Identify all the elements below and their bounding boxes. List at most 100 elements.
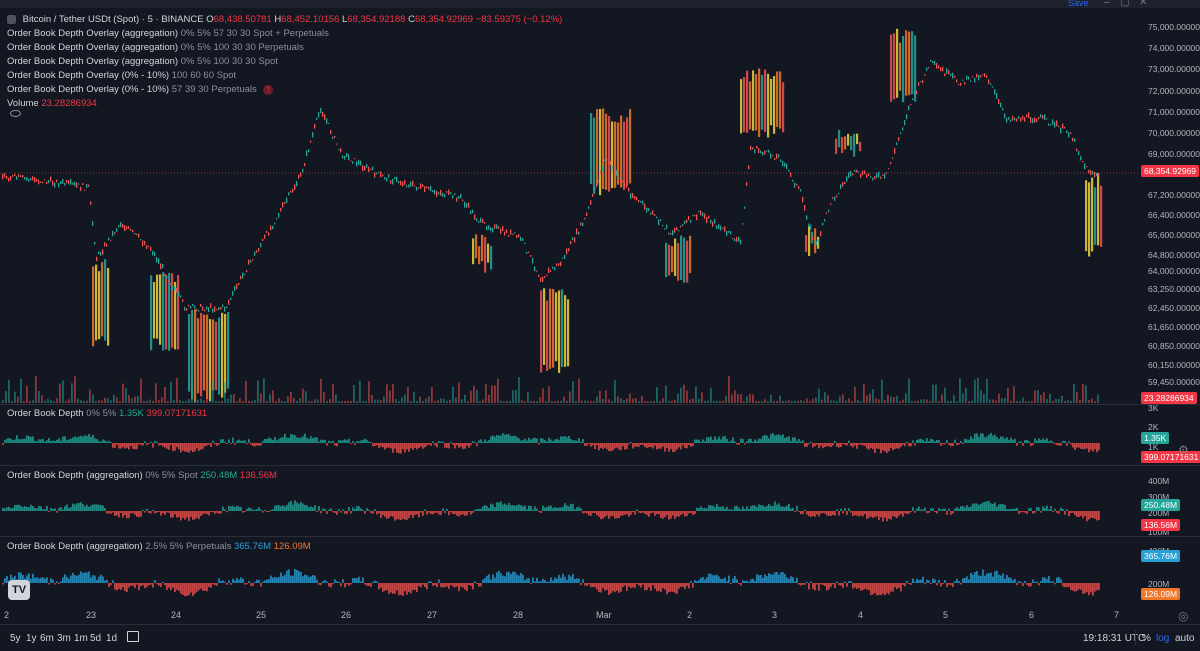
indicator-legend-3[interactable]: Order Book Depth Overlay (aggregation) 0… xyxy=(7,56,278,67)
pane2-depth-bar xyxy=(180,511,182,520)
percent-scale-toggle[interactable]: % xyxy=(1142,633,1151,644)
close-icon[interactable]: ✕ xyxy=(1139,0,1147,8)
pane3-depth-bar xyxy=(662,583,664,588)
candle xyxy=(736,237,737,242)
log-scale-toggle[interactable]: log xyxy=(1156,633,1169,644)
pane2-depth-bar xyxy=(724,509,726,511)
pane3-depth-bar xyxy=(762,578,764,583)
candle xyxy=(562,257,563,258)
pane3-depth-bar xyxy=(644,583,646,590)
range-1m[interactable]: 1m xyxy=(74,633,88,644)
pane-separator[interactable] xyxy=(0,536,1200,537)
warning-icon[interactable]: ! xyxy=(263,85,273,95)
indicator-legend-2[interactable]: Order Book Depth Overlay (aggregation) 0… xyxy=(7,42,304,53)
indicator-legend-4[interactable]: Order Book Depth Overlay (0% - 10%) 100 … xyxy=(7,70,236,81)
save-button[interactable]: Save xyxy=(1068,0,1089,8)
indicator-legend-5[interactable]: Order Book Depth Overlay (0% - 10%) 57 3… xyxy=(7,84,273,95)
range-6m[interactable]: 6m xyxy=(40,633,54,644)
pane3-depth-bar xyxy=(314,576,316,583)
indicator-legend-1[interactable]: Order Book Depth Overlay (aggregation) 0… xyxy=(7,28,329,39)
pane1-depth-bar xyxy=(1026,440,1028,443)
volume-bar xyxy=(302,389,304,403)
pane2-depth-bar xyxy=(18,505,20,511)
gear-icon[interactable]: ⚙ xyxy=(1178,443,1189,457)
pane3-depth-bar xyxy=(746,581,748,583)
pane1-bid-value: 1.35K xyxy=(119,408,144,419)
pane1-depth-bar xyxy=(566,437,568,443)
range-3m[interactable]: 3m xyxy=(57,633,71,644)
candle xyxy=(164,274,165,276)
chart-canvas[interactable] xyxy=(0,8,1140,605)
pane1-depth-bar xyxy=(936,440,938,443)
pane1-title: Order Book Depth xyxy=(7,408,84,419)
pane2-depth-bar xyxy=(948,509,950,511)
pane3-legend[interactable]: Order Book Depth (aggregation) 2.5% 5% P… xyxy=(7,541,311,552)
depth-heat-bar xyxy=(746,71,748,133)
pane3-depth-bar xyxy=(538,582,540,583)
pane2-depth-bar xyxy=(802,511,804,514)
volume-bar xyxy=(248,401,250,403)
symbol-title[interactable]: Bitcoin / Tether USDt (Spot) · 5 · BINAN… xyxy=(23,14,204,25)
pane3-depth-bar xyxy=(924,583,926,584)
volume-bar xyxy=(290,392,292,403)
candle xyxy=(946,68,947,73)
pane3-depth-bar xyxy=(544,580,546,583)
auto-scale-toggle[interactable]: auto xyxy=(1175,633,1194,644)
volume-bar xyxy=(23,401,25,403)
volume-bar xyxy=(959,378,961,403)
pane-separator[interactable] xyxy=(0,404,1200,405)
pane3-depth-bar xyxy=(794,581,796,583)
pane-separator[interactable] xyxy=(0,465,1200,466)
candle xyxy=(334,136,335,138)
candle xyxy=(602,166,603,172)
candle xyxy=(70,179,71,185)
range-1d[interactable]: 1d xyxy=(106,633,117,644)
candle xyxy=(548,268,549,274)
pane2-legend[interactable]: Order Book Depth (aggregation) 0% 5% Spo… xyxy=(7,470,277,481)
pane1-ask-value: 399.07171631 xyxy=(146,408,207,419)
pane1-depth-bar xyxy=(594,443,596,449)
candle xyxy=(466,203,467,208)
pane1-depth-bar xyxy=(538,443,540,445)
depth-heat-bar xyxy=(561,289,563,367)
candle xyxy=(148,246,149,247)
pane3-depth-bar xyxy=(882,583,884,594)
candle xyxy=(1084,163,1085,169)
candle xyxy=(714,219,715,224)
pane2-depth-bar xyxy=(296,502,298,511)
pane2-depth-bar xyxy=(12,508,14,511)
pane1-depth-bar xyxy=(430,443,432,446)
pane1-legend[interactable]: Order Book Depth 0% 5% 1.35K 399.0717163… xyxy=(7,408,207,419)
pane3-depth-bar xyxy=(362,577,364,583)
volume-legend[interactable]: Volume 23.28286934 xyxy=(7,98,97,109)
range-1y[interactable]: 1y xyxy=(26,633,37,644)
minimize-icon[interactable]: – xyxy=(1104,0,1110,8)
pane1-depth-bar xyxy=(178,443,180,449)
range-5d[interactable]: 5d xyxy=(90,633,101,644)
pane3-depth-bar xyxy=(878,583,880,595)
restore-icon[interactable]: ▢ xyxy=(1120,0,1129,8)
tradingview-logo[interactable]: TV xyxy=(8,580,30,600)
pane2-depth-bar xyxy=(306,505,308,511)
settings-icon[interactable]: ◎ xyxy=(1178,609,1188,623)
pane1-depth-bar xyxy=(132,443,134,449)
range-5y[interactable]: 5y xyxy=(10,633,21,644)
volume-bar xyxy=(494,386,496,403)
depth-heat-bar xyxy=(893,33,895,99)
price-axis-label: 62,450.00000 xyxy=(1148,303,1200,313)
pane2-depth-bar xyxy=(602,511,604,519)
pane2-depth-bar xyxy=(890,511,892,520)
pane1-depth-bar xyxy=(144,441,146,443)
candle xyxy=(162,264,163,268)
pane1-depth-bar xyxy=(674,443,676,452)
pane2-depth-bar xyxy=(1014,509,1016,511)
pane1-depth-bar xyxy=(516,437,518,443)
pane2-depth-bar xyxy=(958,508,960,511)
candle xyxy=(236,284,237,289)
pane3-depth-bar xyxy=(346,583,348,584)
pane1-depth-bar xyxy=(334,443,336,445)
calendar-icon[interactable] xyxy=(127,631,139,642)
eye-icon[interactable] xyxy=(10,110,21,117)
pane2-depth-bar xyxy=(956,507,958,511)
candle xyxy=(1044,114,1045,120)
